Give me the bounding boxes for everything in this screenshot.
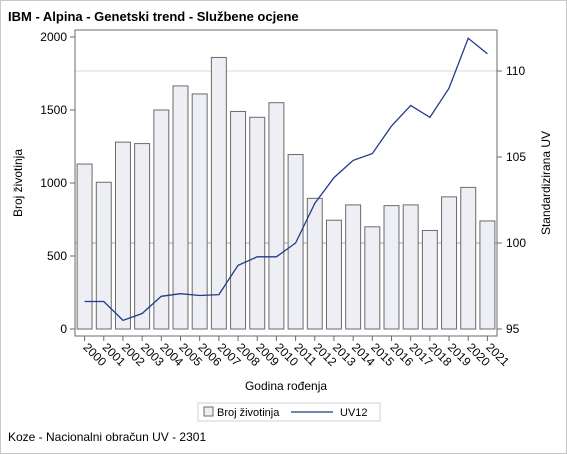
bar [479,220,496,330]
bar [268,102,285,330]
bar [172,85,189,330]
bar [153,109,170,330]
y2-tick-label: 95 [506,322,520,336]
bar [249,116,266,330]
y-tick-label: 500 [47,249,67,263]
y-tick-label: 2000 [40,30,67,44]
bar [402,204,419,330]
legend-frame [197,402,381,422]
bar [383,205,400,330]
footnote: Koze - Nacionalni obračun UV - 2301 [8,430,207,444]
y2-axis-label: Standardizirana UV [539,131,553,235]
legend: Broj životinja UV12 [197,402,381,422]
bar [421,229,438,330]
bar [95,181,112,330]
y-tick-label: 1500 [40,103,67,117]
y2-tick-label: 100 [506,236,526,250]
bar [134,143,151,330]
y-tick-label: 0 [60,322,67,336]
bar [210,56,227,330]
y2-tick-label: 110 [506,64,525,78]
bar [306,197,323,330]
bar [364,226,381,330]
y-axis-label: Broj životinja [11,149,25,217]
series-line [84,37,488,322]
y-tick-label: 1000 [40,176,67,190]
x-axis-label: Godina rođenja [245,379,327,393]
bar [441,196,458,330]
chart-title: IBM - Alpina - Genetski trend - Službene… [8,9,299,24]
legend-label-bars: Broj životinja [217,407,280,419]
bar [76,163,93,330]
bar [114,141,131,330]
legend-label-line: UV12 [340,407,368,419]
legend-bar-swatch [203,406,214,417]
bar [325,219,342,330]
line-series [84,37,488,322]
bar [191,93,208,330]
y2-tick-label: 105 [506,150,526,164]
bar-series [76,56,496,330]
bar [345,204,362,330]
bar [460,186,477,330]
bar [230,110,247,330]
axes: 0500100015002000951001051102000200120022… [40,30,526,369]
